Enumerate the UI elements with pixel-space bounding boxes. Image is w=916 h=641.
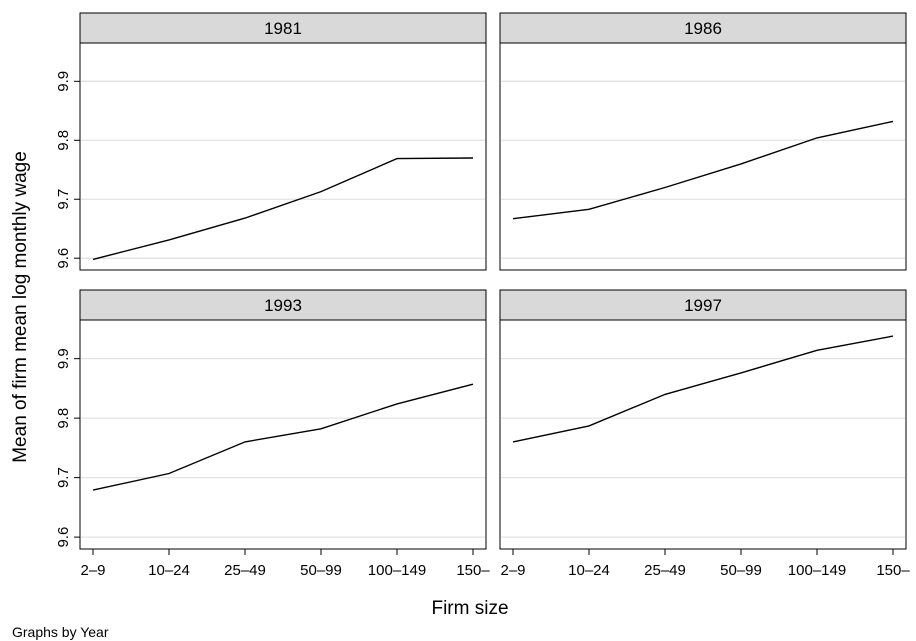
x-tick-label: 50–99 (300, 562, 342, 579)
series-line-1986 (512, 120, 894, 220)
panel-plot-area (79, 319, 487, 550)
x-tick-label: 150– (456, 562, 490, 579)
facet-strip (499, 12, 907, 44)
x-tick-label: 100–149 (368, 562, 426, 579)
y-tick-label: 9.8 (55, 408, 72, 429)
facet-strip (79, 12, 487, 44)
x-tick-label: 2–9 (500, 562, 525, 579)
facet-title: 1997 (684, 296, 722, 315)
y-axis-title: Mean of firm mean log monthly wage (10, 151, 31, 463)
y-tick-label: 9.6 (55, 248, 72, 269)
facet-title: 1981 (264, 19, 302, 38)
x-tick-label: 25–49 (644, 562, 686, 579)
panel-plot-area (499, 319, 907, 550)
facet-title: 1993 (264, 296, 302, 315)
x-tick-label: 2–9 (80, 562, 105, 579)
x-tick-label: 25–49 (224, 562, 266, 579)
x-tick-label: 10–24 (568, 562, 610, 579)
y-tick-label: 9.8 (55, 130, 72, 151)
graphs-by-note: Graphs by Year (12, 624, 109, 640)
x-tick-label: 10–24 (148, 562, 190, 579)
y-tick-label: 9.9 (55, 71, 72, 92)
series-line-1997 (512, 335, 894, 443)
panel-plot-area (499, 42, 907, 271)
panel-1993: 1993 9.6 9.7 9.8 9.9 2–9 10–24 25–49 50–99 100–14… (55, 289, 490, 579)
x-axis-title: Firm size (431, 598, 508, 619)
x-tick-label: 50–99 (720, 562, 762, 579)
panel-1986: 1986 (499, 12, 907, 271)
facet-strip (79, 289, 487, 321)
panel-1997: 1997 2–9 10–24 25–49 50–99 100–149 150– (499, 289, 910, 579)
facet-strip (499, 289, 907, 321)
y-tick-label: 9.7 (55, 189, 72, 210)
y-tick-label: 9.7 (55, 467, 72, 488)
panel-1981: 1981 9.6 9.7 9.8 9.9 (55, 12, 487, 271)
y-tick-label: 9.9 (55, 348, 72, 369)
facet-title: 1986 (684, 19, 722, 38)
y-tick-label: 9.6 (55, 527, 72, 548)
x-tick-label: 100–149 (788, 562, 846, 579)
series-line-1993 (92, 383, 474, 491)
x-tick-label: 150– (876, 562, 910, 579)
panel-plot-area (79, 42, 487, 271)
series-line-1981 (92, 157, 474, 261)
